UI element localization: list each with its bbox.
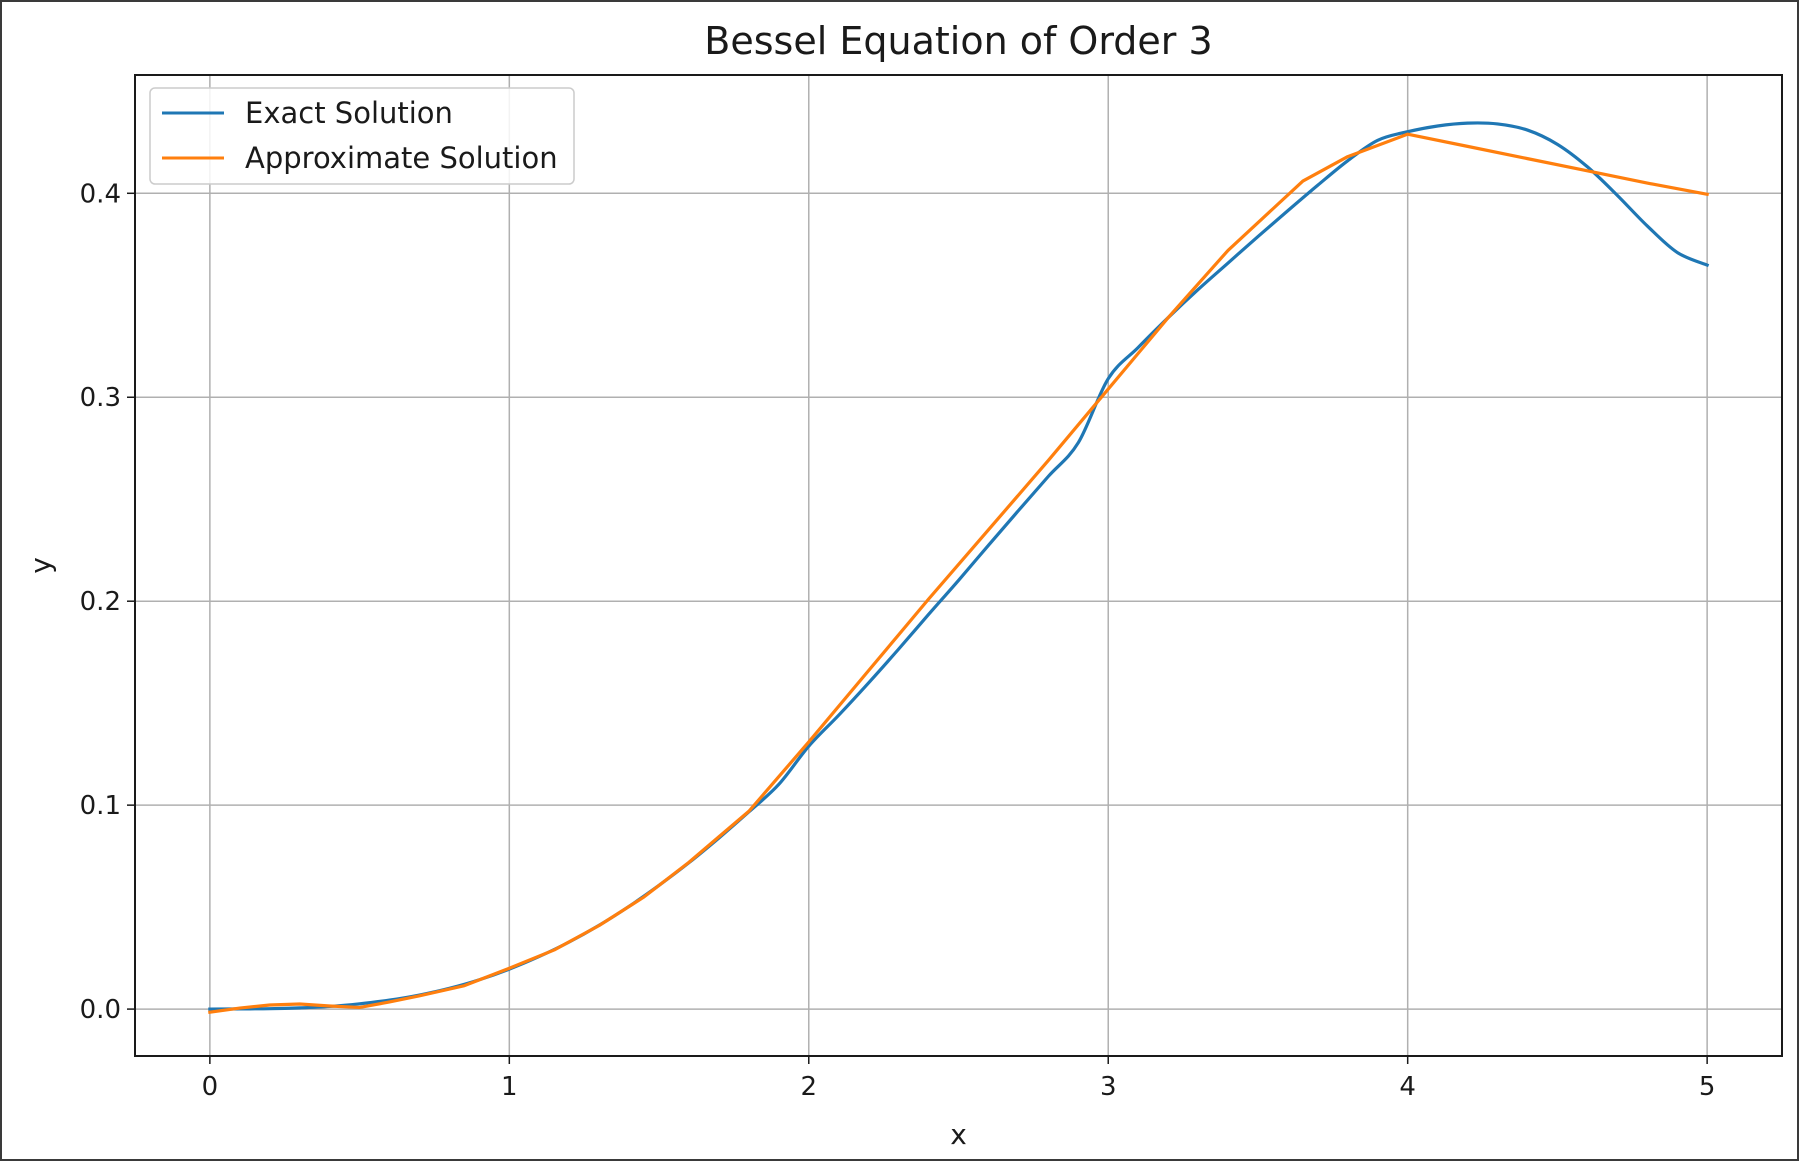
chart-title: Bessel Equation of Order 3 (704, 19, 1212, 63)
legend-label-approximate: Approximate Solution (245, 141, 558, 175)
x-tick-label: 5 (1699, 1072, 1716, 1102)
y-tick-label: 0.4 (80, 179, 121, 209)
series-line-approximate (208, 132, 1710, 1014)
x-axis-label: x (950, 1118, 967, 1151)
legend-box (149, 87, 575, 185)
x-tick-label: 1 (501, 1072, 518, 1102)
x-tick-label: 2 (800, 1072, 817, 1102)
y-tick-label: 0.3 (80, 383, 121, 413)
x-tick-label: 3 (1100, 1072, 1117, 1102)
y-tick-label: 0.0 (80, 995, 121, 1025)
plot-area-frame (134, 74, 1783, 1057)
legend-label-exact: Exact Solution (245, 96, 453, 130)
y-tick-label: 0.2 (80, 587, 121, 617)
legend: Exact Solution Approximate Solution (149, 87, 575, 185)
series-layer (208, 121, 1710, 1014)
x-tick-label: 0 (202, 1072, 219, 1102)
y-axis-label: y (24, 557, 57, 574)
x-tick-label: 4 (1399, 1072, 1416, 1102)
grid-layer (135, 75, 1782, 1056)
tick-layer: 0 1 2 3 4 5 0.0 0.1 0.2 0.3 0.4 (80, 179, 1716, 1102)
y-tick-label: 0.1 (80, 791, 121, 821)
